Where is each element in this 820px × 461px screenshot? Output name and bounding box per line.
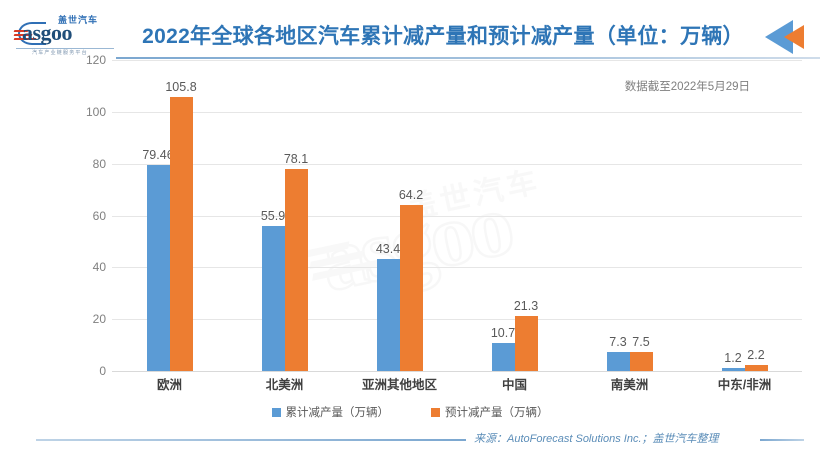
x-axis-category-label: 南美洲 (610, 378, 649, 392)
bar-1[interactable] (284, 168, 308, 371)
bar-value-label: 21.3 (513, 298, 539, 313)
bar-0[interactable] (146, 165, 170, 371)
bar-value-label: 1.2 (724, 350, 742, 365)
bar-pair (261, 60, 308, 371)
bar-value-label: 2.2 (747, 348, 765, 363)
bar-value-label: 7.5 (632, 334, 650, 349)
source-text: 来源：AutoForecast Solutions Inc.；盖世汽车整理 (474, 433, 719, 445)
bar-1[interactable] (744, 365, 768, 371)
bar-group: 43.4 64.2 亚洲其他地区 (348, 60, 452, 392)
y-axis-tick-label: 60 (92, 208, 106, 223)
bar-0[interactable] (606, 352, 630, 371)
logo-wordmark: asgoo (22, 20, 73, 45)
bar-group: 79.46 105.8 欧洲 (118, 60, 222, 392)
gridline (112, 163, 802, 165)
footer-rule-left (36, 439, 466, 441)
logo-chinese-text: 盖世汽车 (58, 15, 99, 25)
y-axis-tick-label: 20 (92, 312, 106, 327)
bar-0[interactable] (376, 258, 400, 371)
bar-1[interactable] (399, 204, 423, 371)
y-axis-tick-label: 120 (85, 53, 106, 67)
x-axis-category-label: 中东/非洲 (717, 378, 772, 392)
logo-swoosh-icon (18, 22, 46, 45)
bar-value-label: 78.1 (283, 151, 309, 166)
bar-1[interactable] (514, 315, 538, 371)
bar-pair (376, 60, 423, 371)
double-left-arrow-icon (765, 20, 813, 54)
x-axis-category-label: 亚洲其他地区 (361, 378, 438, 392)
bar-pair (721, 60, 768, 371)
legend-swatch (271, 407, 281, 417)
logo-divider (16, 48, 114, 49)
bar-group: 10.7 21.3 中国 (463, 60, 567, 392)
x-axis-category-label: 北美洲 (265, 378, 304, 392)
bar-value-label: 43.4 (375, 241, 401, 256)
bar-pair (491, 60, 538, 371)
gridline (112, 111, 802, 113)
bar-value-label: 7.3 (609, 335, 627, 350)
bar-0[interactable] (261, 226, 285, 371)
chart-legend: 累计减产量（万辆） 预计减产量（万辆） (0, 404, 820, 420)
bar-group: 1.2 2.2 中东/非洲 (693, 60, 797, 392)
legend-swatch (431, 407, 440, 417)
x-axis-category-label: 欧洲 (156, 378, 183, 392)
bar-1[interactable] (169, 96, 193, 371)
gridline (112, 319, 802, 321)
bar-1[interactable] (629, 351, 653, 371)
chart-header: 盖世汽车 asgoo 汽车产业链服务平台 2022年全球各地区汽车累计减产量和预… (0, 0, 820, 59)
x-axis-category-label: 中国 (501, 378, 528, 392)
bar-chart-plot-area: 0 20 40 60 80 100 120 79.46 105.8 欧洲 55.9 78.1 北美洲 43… (86, 53, 802, 392)
footer-rule-right (760, 439, 804, 441)
legend-item[interactable]: 预计减产量（万辆） (431, 404, 549, 420)
legend-label: 预计减产量（万辆） (445, 407, 549, 419)
bar-pair (606, 60, 653, 371)
y-axis-tick-label: 80 (92, 156, 106, 171)
y-axis-tick-label: 100 (85, 104, 106, 119)
page-title: 2022年全球各地区汽车累计减产量和预计减产量（单位：万辆） (142, 25, 744, 48)
logo-tagline: 汽车产业链服务平台 (32, 50, 88, 56)
x-axis-baseline (112, 371, 802, 372)
bar-0[interactable] (721, 367, 745, 371)
bar-group: 55.9 78.1 北美洲 (233, 60, 337, 392)
gridline (112, 215, 802, 217)
header-divider (116, 57, 820, 59)
y-axis-tick-label: 0 (99, 364, 106, 378)
gasgoo-logo: 盖世汽车 asgoo 汽车产业链服务平台 (12, 12, 117, 56)
chart-footer: 来源：AutoForecast Solutions Inc.；盖世汽车整理 (0, 430, 820, 450)
bar-0[interactable] (491, 343, 515, 371)
bar-value-label: 64.2 (398, 187, 424, 202)
legend-item[interactable]: 累计减产量（万辆） (271, 404, 390, 420)
bar-value-label: 55.9 (260, 209, 286, 224)
bar-pair (146, 60, 193, 371)
bar-value-label: 105.8 (165, 79, 197, 94)
data-cutoff-note: 数据截至2022年5月29日 (624, 81, 750, 93)
gridline (112, 60, 802, 61)
legend-label: 累计减产量（万辆） (285, 407, 390, 419)
bar-value-label: 79.46 (142, 148, 174, 163)
gridline (112, 267, 802, 269)
y-axis-tick-label: 40 (92, 260, 106, 275)
bar-group: 7.3 7.5 南美洲 (578, 60, 682, 392)
bar-value-label: 10.7 (490, 326, 516, 341)
arrow-orange-shape (784, 25, 804, 49)
